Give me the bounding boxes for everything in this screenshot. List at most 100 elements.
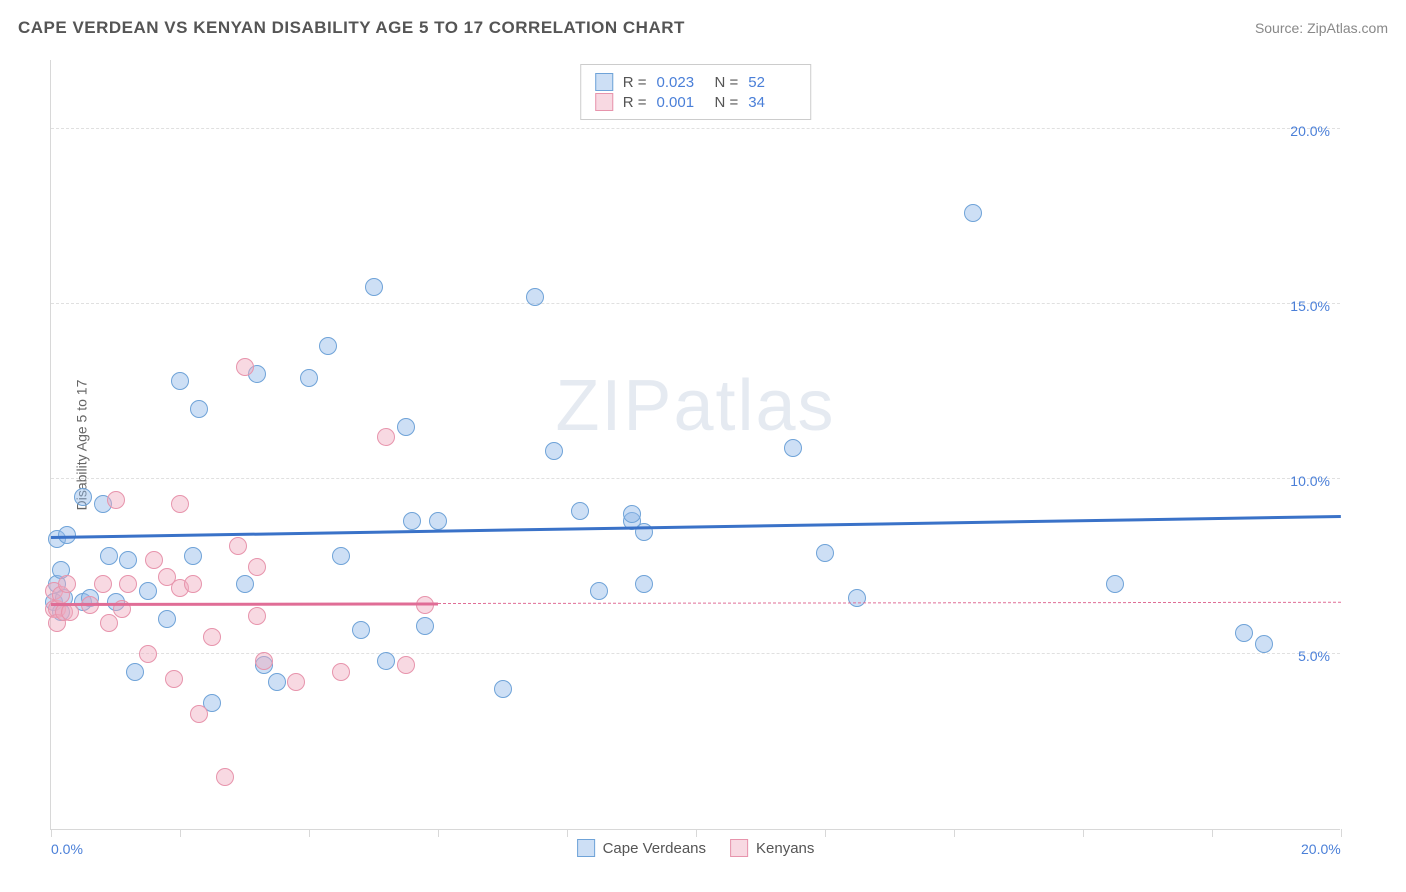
data-point xyxy=(816,544,834,562)
data-point xyxy=(139,582,157,600)
y-tick-label: 15.0% xyxy=(1290,298,1330,314)
legend-label-2: Kenyans xyxy=(756,840,814,857)
x-tick xyxy=(51,829,52,837)
data-point xyxy=(287,673,305,691)
x-tick xyxy=(309,829,310,837)
data-point xyxy=(248,558,266,576)
y-tick-label: 10.0% xyxy=(1290,473,1330,489)
data-point xyxy=(94,575,112,593)
legend-swatch-2 xyxy=(730,839,748,857)
x-tick xyxy=(180,829,181,837)
data-point xyxy=(377,652,395,670)
data-point xyxy=(216,768,234,786)
data-point xyxy=(107,491,125,509)
swatch-series2 xyxy=(595,93,613,111)
data-point xyxy=(571,502,589,520)
data-point xyxy=(74,488,92,506)
data-point xyxy=(784,439,802,457)
n-label: N = xyxy=(715,74,739,91)
r-label: R = xyxy=(623,74,647,91)
data-point xyxy=(1235,624,1253,642)
data-point xyxy=(397,656,415,674)
data-point xyxy=(255,652,273,670)
x-tick xyxy=(438,829,439,837)
data-point xyxy=(635,523,653,541)
data-point xyxy=(848,589,866,607)
r-value-2: 0.001 xyxy=(657,94,705,111)
data-point xyxy=(319,337,337,355)
legend-swatch-1 xyxy=(577,839,595,857)
data-point xyxy=(635,575,653,593)
y-tick-label: 5.0% xyxy=(1298,648,1330,664)
x-tick xyxy=(696,829,697,837)
data-point xyxy=(100,547,118,565)
data-point xyxy=(377,428,395,446)
data-point xyxy=(100,614,118,632)
y-tick-label: 20.0% xyxy=(1290,123,1330,139)
trend-line xyxy=(51,515,1341,538)
data-point xyxy=(61,603,79,621)
data-point xyxy=(545,442,563,460)
trend-line-dashed xyxy=(438,602,1341,604)
data-point xyxy=(184,575,202,593)
data-point xyxy=(365,278,383,296)
r-value-1: 0.023 xyxy=(657,74,705,91)
x-tick xyxy=(1083,829,1084,837)
swatch-series1 xyxy=(595,73,613,91)
data-point xyxy=(165,670,183,688)
r-label: R = xyxy=(623,94,647,111)
data-point xyxy=(1255,635,1273,653)
data-point xyxy=(332,547,350,565)
data-point xyxy=(190,400,208,418)
watermark: ZIPatlas xyxy=(555,365,835,447)
data-point xyxy=(590,582,608,600)
gridline xyxy=(51,128,1340,129)
data-point xyxy=(119,575,137,593)
data-point xyxy=(403,512,421,530)
data-point xyxy=(964,204,982,222)
data-point xyxy=(429,512,447,530)
n-value-2: 34 xyxy=(748,94,796,111)
data-point xyxy=(494,680,512,698)
data-point xyxy=(229,537,247,555)
data-point xyxy=(58,575,76,593)
data-point xyxy=(190,705,208,723)
data-point xyxy=(236,575,254,593)
data-point xyxy=(184,547,202,565)
stat-box: R = 0.023 N = 52 R = 0.001 N = 34 xyxy=(580,64,812,120)
x-tick-label: 20.0% xyxy=(1301,841,1341,857)
legend-item-1: Cape Verdeans xyxy=(577,839,706,857)
x-tick-label: 0.0% xyxy=(51,841,83,857)
n-label: N = xyxy=(715,94,739,111)
legend-item-2: Kenyans xyxy=(730,839,814,857)
data-point xyxy=(1106,575,1124,593)
data-point xyxy=(126,663,144,681)
data-point xyxy=(416,617,434,635)
data-point xyxy=(158,610,176,628)
x-tick xyxy=(1212,829,1213,837)
stat-row-2: R = 0.001 N = 34 xyxy=(595,93,797,111)
data-point xyxy=(248,607,266,625)
x-tick xyxy=(567,829,568,837)
legend: Cape Verdeans Kenyans xyxy=(577,839,815,857)
legend-label-1: Cape Verdeans xyxy=(603,840,706,857)
data-point xyxy=(171,495,189,513)
n-value-1: 52 xyxy=(748,74,796,91)
data-point xyxy=(352,621,370,639)
gridline xyxy=(51,478,1340,479)
data-point xyxy=(203,628,221,646)
x-tick xyxy=(954,829,955,837)
gridline xyxy=(51,653,1340,654)
data-point xyxy=(171,372,189,390)
gridline xyxy=(51,303,1340,304)
x-tick xyxy=(1341,829,1342,837)
x-tick xyxy=(825,829,826,837)
stat-row-1: R = 0.023 N = 52 xyxy=(595,73,797,91)
data-point xyxy=(332,663,350,681)
source-label: Source: ZipAtlas.com xyxy=(1255,20,1388,36)
data-point xyxy=(397,418,415,436)
data-point xyxy=(145,551,163,569)
data-point xyxy=(236,358,254,376)
trend-line xyxy=(51,602,438,605)
data-point xyxy=(119,551,137,569)
